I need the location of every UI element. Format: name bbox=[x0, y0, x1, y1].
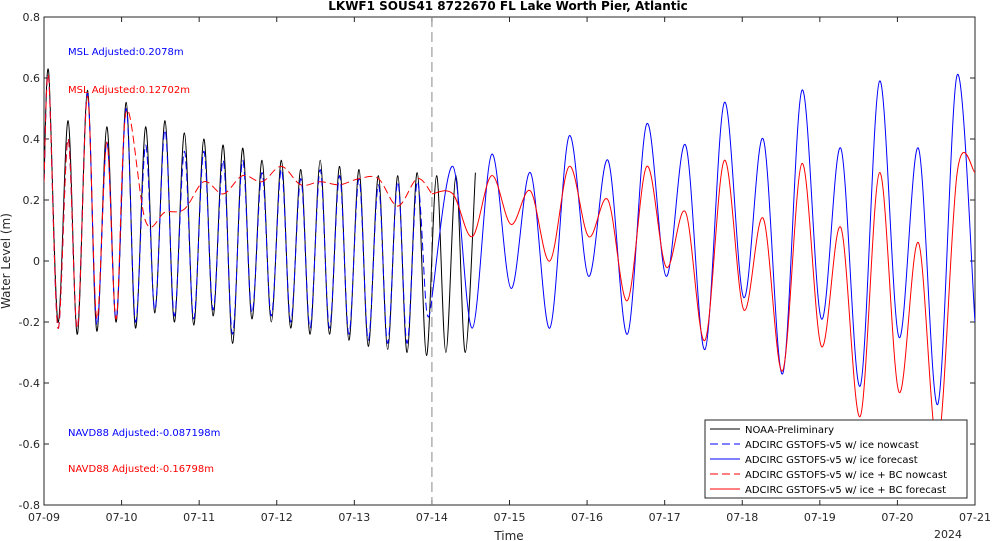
y-tick-label: 0.6 bbox=[23, 72, 41, 85]
y-tick-label: -0.8 bbox=[19, 499, 40, 512]
series-line-3 bbox=[44, 74, 433, 329]
legend-entry: ADCIRC GSTOFS-v5 w/ ice + BC forecast bbox=[745, 485, 946, 496]
y-tick-label: -0.6 bbox=[19, 438, 40, 451]
x-year-label: 2024 bbox=[934, 528, 962, 541]
x-tick-label: 07-12 bbox=[261, 511, 293, 524]
annotation-text: MSL Adjusted:0.12702m bbox=[68, 85, 190, 96]
x-tick-label: 07-15 bbox=[494, 511, 526, 524]
y-tick-label: -0.4 bbox=[19, 377, 40, 390]
chart-title: LKWF1 SOUS41 8722670 FL Lake Worth Pier,… bbox=[328, 0, 687, 13]
legend-entry: ADCIRC GSTOFS-v5 w/ ice forecast bbox=[745, 455, 918, 466]
series-line-4 bbox=[431, 152, 975, 445]
legend-box bbox=[704, 419, 968, 499]
legend-entry: ADCIRC GSTOFS-v5 w/ ice + BC nowcast bbox=[745, 470, 947, 481]
annotation-text: MSL Adjusted:0.2078m bbox=[68, 47, 184, 58]
series-line-1 bbox=[44, 74, 433, 344]
series-group bbox=[44, 68, 975, 445]
y-axis-label: Water Level (m) bbox=[0, 213, 13, 309]
annotation-text: NAVD88 Adjusted:-0.16798m bbox=[68, 464, 214, 475]
y-tick-label: -0.2 bbox=[19, 316, 40, 329]
x-axis-label: Time bbox=[493, 529, 523, 541]
x-tick-label: 07-10 bbox=[106, 511, 138, 524]
legend-entry: NOAA-Preliminary bbox=[745, 425, 834, 436]
y-tick-label: 0.8 bbox=[23, 11, 41, 24]
y-tick-label: 0.2 bbox=[23, 194, 41, 207]
x-tick-label: 07-19 bbox=[804, 511, 836, 524]
x-tick-label: 07-21 bbox=[959, 511, 991, 524]
y-tick-label: 0 bbox=[33, 255, 40, 268]
x-tick-label: 07-16 bbox=[571, 511, 603, 524]
legend-entry: ADCIRC GSTOFS-v5 w/ ice nowcast bbox=[745, 440, 919, 451]
y-tick-label: 0.4 bbox=[23, 133, 41, 146]
plot-area: -0.8 -0.6 -0.4 -0.2 0 0.2 0.4 0.6 0.8 07-09 07-10 0… bbox=[19, 11, 991, 524]
x-tick-label: 07-14 bbox=[416, 511, 448, 524]
x-tick-label: 07-18 bbox=[726, 511, 758, 524]
x-tick-label: 07-17 bbox=[649, 511, 681, 524]
x-tick-label: 07-11 bbox=[183, 511, 215, 524]
x-tick-label: 07-09 bbox=[28, 511, 60, 524]
annotation-text: NAVD88 Adjusted:-0.087198m bbox=[68, 428, 220, 439]
series-line-2 bbox=[431, 74, 975, 405]
x-tick-label: 07-20 bbox=[881, 511, 913, 524]
x-tick-label: 07-13 bbox=[338, 511, 370, 524]
